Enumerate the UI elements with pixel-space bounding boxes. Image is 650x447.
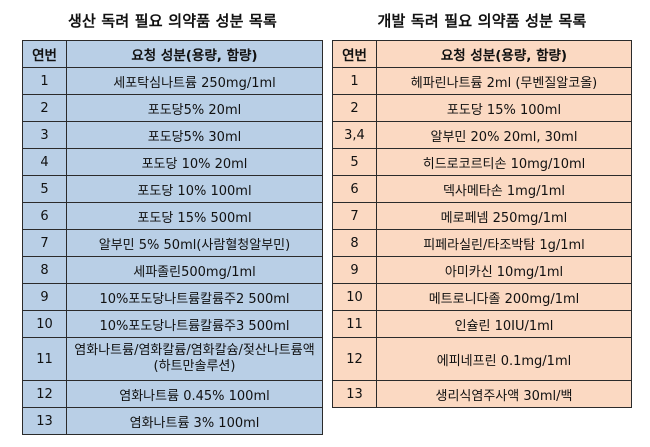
row-ingredient: 인슐린 10IU/1ml (376, 310, 632, 338)
row-number: 8 (332, 229, 377, 257)
table-row: 6 포도당 15% 500ml (22, 202, 323, 230)
row-number: 12 (332, 337, 377, 381)
table-row: 12 에피네프린 0.1mg/1ml (332, 337, 632, 381)
row-number: 5 (332, 148, 377, 176)
row-ingredient: 세포탁심나트륨 250mg/1ml (66, 67, 323, 95)
column-header-ingredient: 요청 성분(용량, 함량) (66, 40, 323, 68)
table-row: 6 덱사메타손 1mg/1ml (332, 175, 632, 203)
row-number: 8 (22, 256, 67, 284)
row-number: 10 (332, 283, 377, 311)
row-ingredient: 헤파린나트륨 2ml (무벤질알코올) (376, 67, 632, 95)
row-ingredient: 염화나트륨 0.45% 100ml (66, 380, 323, 408)
row-number: 5 (22, 175, 67, 203)
row-ingredient: 포도당 15% 500ml (66, 202, 323, 230)
table-row: 4 포도당 10% 20ml (22, 148, 323, 176)
row-number: 13 (332, 380, 377, 408)
table-row: 8 세파졸린500mg/1ml (22, 256, 323, 284)
row-ingredient: 포도당5% 20ml (66, 94, 323, 122)
table-row: 11 염화나트륨/염화칼륨/염화칼슘/젖산나트륨액(하트만솔루션) (22, 337, 323, 381)
table-row: 2 포도당 15% 100ml (332, 94, 632, 122)
table-row: 9 아미카신 10mg/1ml (332, 256, 632, 284)
row-ingredient: 포도당 10% 100ml (66, 175, 323, 203)
development-list-title: 개발 독려 필요 의약품 성분 목록 (377, 12, 587, 30)
row-ingredient: 아미카신 10mg/1ml (376, 256, 632, 284)
table-row: 8 피페라실린/타조박탐 1g/1ml (332, 229, 632, 257)
row-number: 6 (22, 202, 67, 230)
row-number: 9 (332, 256, 377, 284)
row-number: 4 (22, 148, 67, 176)
row-number: 12 (22, 380, 67, 408)
row-number: 11 (332, 310, 377, 338)
row-ingredient: 염화나트륨 3% 100ml (66, 407, 323, 435)
column-header-ingredient: 요청 성분(용량, 함량) (376, 40, 632, 68)
table-row: 13 생리식염주사액 30ml/백 (332, 380, 632, 408)
production-list-panel: 생산 독려 필요 의약품 성분 목록 연번 요청 성분(용량, 함량) 1 세포탁… (22, 0, 323, 435)
row-number: 11 (22, 337, 67, 381)
table-row: 5 포도당 10% 100ml (22, 175, 323, 203)
table-row: 1 세포탁심나트륨 250mg/1ml (22, 67, 323, 95)
row-ingredient: 메트로니다졸 200mg/1ml (376, 283, 632, 311)
row-number: 2 (332, 94, 377, 122)
row-ingredient: 포도당 10% 20ml (66, 148, 323, 176)
table-row: 10 메트로니다졸 200mg/1ml (332, 283, 632, 311)
table-row: 2 포도당5% 20ml (22, 94, 323, 122)
row-ingredient: 피페라실린/타조박탐 1g/1ml (376, 229, 632, 257)
row-ingredient: 세파졸린500mg/1ml (66, 256, 323, 284)
row-number: 7 (332, 202, 377, 230)
development-list-panel: 개발 독려 필요 의약품 성분 목록 연번 요청 성분(용량, 함량) 1 헤파린… (332, 0, 632, 408)
row-ingredient: 10%포도당나트륨칼륨주3 500ml (66, 310, 323, 338)
row-ingredient: 알부민 20% 20ml, 30ml (376, 121, 632, 149)
production-list-title: 생산 독려 필요 의약품 성분 목록 (67, 12, 278, 30)
table-row: 5 히드로코르티손 10mg/10ml (332, 148, 632, 176)
column-header-number: 연번 (332, 40, 377, 68)
column-header-number: 연번 (22, 40, 67, 68)
table-header-row: 연번 요청 성분(용량, 함량) (22, 40, 323, 68)
table-row: 7 알부민 5% 50ml(사람혈청알부민) (22, 229, 323, 257)
row-ingredient: 알부민 5% 50ml(사람혈청알부민) (66, 229, 323, 257)
row-number: 1 (22, 67, 67, 95)
row-ingredient: 히드로코르티손 10mg/10ml (376, 148, 632, 176)
row-ingredient: 포도당5% 30ml (66, 121, 323, 149)
row-number: 10 (22, 310, 67, 338)
table-row: 1 헤파린나트륨 2ml (무벤질알코올) (332, 67, 632, 95)
production-list-table: 연번 요청 성분(용량, 함량) 1 세포탁심나트륨 250mg/1ml 2 포도당… (22, 40, 323, 435)
table-row: 11 인슐린 10IU/1ml (332, 310, 632, 338)
row-ingredient: 덱사메타손 1mg/1ml (376, 175, 632, 203)
row-ingredient: 에피네프린 0.1mg/1ml (376, 337, 632, 381)
row-ingredient: 포도당 15% 100ml (376, 94, 632, 122)
row-number: 3,4 (332, 121, 377, 149)
table-row: 9 10%포도당나트륨칼륨주2 500ml (22, 283, 323, 311)
row-number: 2 (22, 94, 67, 122)
table-row: 7 메로페넴 250mg/1ml (332, 202, 632, 230)
table-row: 3,4 알부민 20% 20ml, 30ml (332, 121, 632, 149)
row-ingredient: 염화나트륨/염화칼륨/염화칼슘/젖산나트륨액(하트만솔루션) (66, 337, 323, 381)
table-row: 13 염화나트륨 3% 100ml (22, 407, 323, 435)
row-ingredient: 메로페넴 250mg/1ml (376, 202, 632, 230)
table-row: 12 염화나트륨 0.45% 100ml (22, 380, 323, 408)
table-row: 3 포도당5% 30ml (22, 121, 323, 149)
row-number: 6 (332, 175, 377, 203)
row-number: 9 (22, 283, 67, 311)
row-number: 13 (22, 407, 67, 435)
row-number: 7 (22, 229, 67, 257)
table-row: 10 10%포도당나트륨칼륨주3 500ml (22, 310, 323, 338)
row-ingredient: 10%포도당나트륨칼륨주2 500ml (66, 283, 323, 311)
row-number: 3 (22, 121, 67, 149)
row-number: 1 (332, 67, 377, 95)
row-ingredient: 생리식염주사액 30ml/백 (376, 380, 632, 408)
table-header-row: 연번 요청 성분(용량, 함량) (332, 40, 632, 68)
